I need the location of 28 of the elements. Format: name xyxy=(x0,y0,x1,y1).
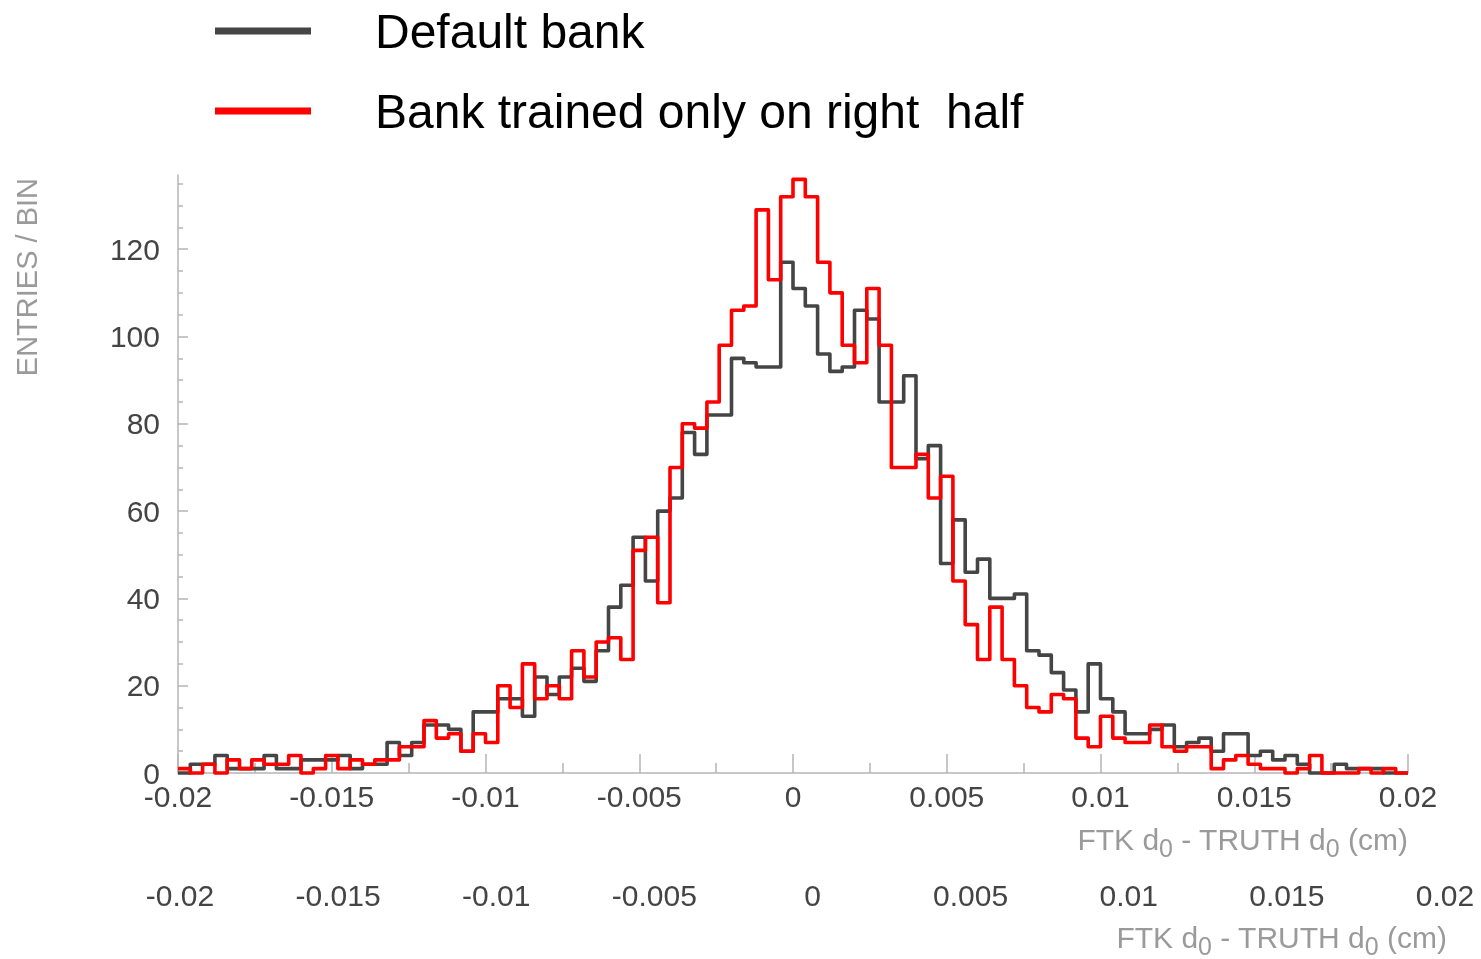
x-axis-title: FTK d$_{0}$ - TRUTH d$_{0}$ (cm) xyxy=(1077,823,1408,864)
y-tick-label: 120 xyxy=(109,232,160,266)
y-tick-label: 100 xyxy=(109,320,160,353)
x-tick-label: 0.02 xyxy=(1378,779,1438,813)
x2-tick-label: -0.005 xyxy=(611,878,697,912)
x2-tick-label: -0.01 xyxy=(462,878,531,912)
x2-tick-label: -0.015 xyxy=(295,878,381,912)
x-tick-label: -0.015 xyxy=(289,779,375,813)
x2-tick-label: 0.015 xyxy=(1249,878,1325,912)
x-tick-label: 0.015 xyxy=(1216,779,1292,813)
x-tick-label: -0.005 xyxy=(596,779,682,813)
y-tick-label: 80 xyxy=(126,407,160,441)
x-tick-label: 0 xyxy=(784,779,802,813)
y-tick-label: 60 xyxy=(126,494,160,528)
x-tick-label: 0.005 xyxy=(909,779,985,813)
x2-tick-label: 0.01 xyxy=(1099,878,1158,912)
x2-tick-label: 0 xyxy=(804,878,821,912)
x2-tick-label: 0.005 xyxy=(933,878,1009,912)
x2-tick-label: -0.02 xyxy=(145,878,215,912)
x-tick-label: -0.01 xyxy=(451,779,520,813)
legend-label: Bank trained only on right half xyxy=(375,84,1025,138)
y-tick-label: 40 xyxy=(126,581,160,615)
legend-label: Default bank xyxy=(375,4,646,58)
x-tick-label: 0.01 xyxy=(1071,779,1130,813)
y-axis-title: ENTRIES / BIN xyxy=(11,178,43,377)
x2-tick-label: 0.02 xyxy=(1415,878,1475,912)
y-tick-label: 20 xyxy=(126,669,160,703)
x2-axis-title: FTK d$_{0}$ - TRUTH d$_{0}$ (cm) xyxy=(1116,921,1447,959)
